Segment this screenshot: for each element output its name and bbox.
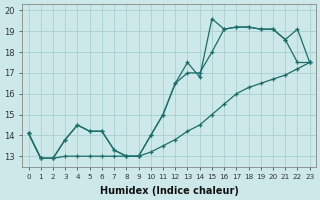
X-axis label: Humidex (Indice chaleur): Humidex (Indice chaleur) (100, 186, 239, 196)
